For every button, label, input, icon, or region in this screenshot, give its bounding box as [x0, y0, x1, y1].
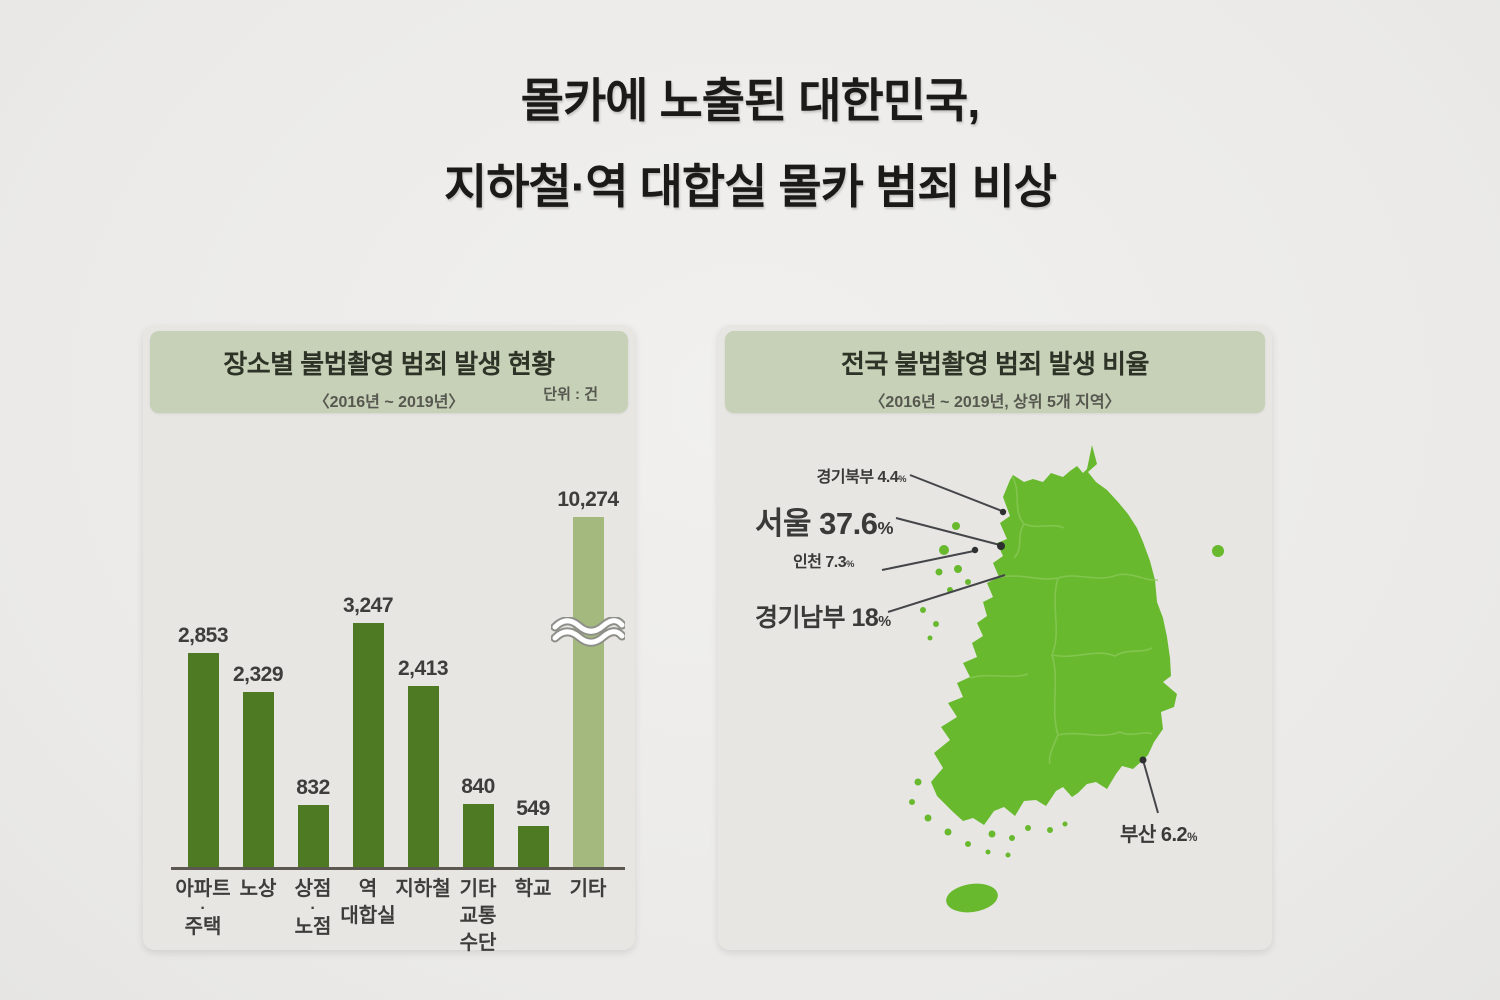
bar-category-label: 지하철 — [395, 878, 451, 900]
leader-gyeonggi-south — [887, 574, 1006, 613]
region-name: 인천 — [793, 554, 826, 571]
percent-sign: % — [1187, 831, 1197, 844]
map-panel: 전국 불법촬영 범죄 발생 비율 〈2016년 ~ 2019년, 상위 5개 지… — [718, 325, 1272, 950]
bar-value-label: 840 — [461, 775, 495, 798]
page-title-line2: 지하철·역 대합실 몰카 범죄 비상 — [443, 159, 1057, 213]
chart-bar-2 — [242, 692, 274, 867]
region-value: 18 — [851, 604, 879, 632]
page-title-line1: 몰카에 노출된 대한민국, — [520, 74, 981, 127]
map-label-gyeonggi-south: 경기남부 18% — [755, 598, 891, 634]
page-title: 몰카에 노출된 대한민국, 지하철·역 대합실 몰카 범죄 비상 — [0, 58, 1500, 229]
region-name: 서울 — [755, 506, 820, 541]
axis-break-icon — [551, 617, 625, 647]
bar-value-label: 832 — [296, 776, 330, 799]
region-value: 4.4 — [877, 469, 899, 486]
bar-category-label: 학교 — [514, 878, 552, 900]
region-name: 경기북부 — [816, 469, 878, 486]
leader-dots — [971, 508, 1147, 764]
region-name: 부산 — [1120, 824, 1161, 846]
chart-bar-7 — [517, 826, 549, 867]
percent-sign: % — [898, 474, 906, 484]
bar-value-label: 2,853 — [177, 624, 229, 647]
bar-value-label: 10,274 — [557, 488, 619, 511]
map-title: 전국 불법촬영 범죄 발생 비율 — [841, 349, 1149, 379]
chart-bar-5 — [407, 686, 439, 867]
leader-seoul — [895, 517, 1001, 546]
bar-chart-unit-label: 단위 : 건 — [543, 386, 598, 403]
bar-chart-header: 장소별 불법촬영 범죄 발생 현황 〈2016년 ~ 2019년〉 단위 : 건 — [150, 331, 628, 413]
bar-chart-subtitle: 〈2016년 ~ 2019년〉 — [313, 394, 465, 411]
map-subtitle: 〈2016년 ~ 2019년, 상위 5개 지역〉 — [869, 394, 1121, 411]
region-value: 6.2 — [1160, 824, 1188, 846]
map-header: 전국 불법촬영 범죄 발생 비율 〈2016년 ~ 2019년, 상위 5개 지… — [725, 331, 1265, 413]
bar-category-label: 기타 — [569, 878, 607, 900]
map-label-incheon: 인천 7.3% — [793, 548, 854, 572]
bar-value-label: 2,413 — [397, 657, 449, 680]
percent-sign: % — [846, 559, 854, 569]
bar-value-label: 549 — [516, 797, 550, 820]
chart-bar-4 — [352, 623, 384, 867]
region-value: 37.6 — [819, 506, 878, 541]
chart-bar-3 — [297, 805, 329, 867]
percent-sign: % — [878, 614, 891, 630]
bar-value-label: 2,329 — [232, 663, 284, 686]
chart-bar-8 — [572, 517, 604, 867]
bar-chart-plot: 2,853 아파트 · 주택 2,329 노상 832 상점 · 노점 3,247 역 대합실 2,413… — [143, 325, 635, 954]
region-value: 7.3 — [825, 554, 847, 571]
leader-busan — [1142, 759, 1159, 814]
leader-incheon — [881, 550, 975, 571]
korea-map — [881, 445, 1224, 913]
bar-chart-title: 장소별 불법촬영 범죄 발생 현황 — [223, 349, 555, 379]
map-label-gyeonggi-north: 경기북부 4.4% — [816, 463, 907, 487]
korea-map-shape — [909, 445, 1224, 913]
islands — [909, 522, 1224, 913]
percent-sign: % — [877, 518, 894, 538]
bar-category-label: 아파트 · 주택 — [175, 878, 231, 938]
map-label-busan: 부산 6.2% — [1120, 818, 1197, 847]
leader-gyeonggi-north — [909, 474, 1003, 512]
bar-category-label: 상점 · 노점 — [294, 878, 332, 938]
chart-bar-6 — [462, 804, 494, 867]
bar-category-label: 노상 — [239, 878, 277, 900]
bar-chart-panel: 장소별 불법촬영 범죄 발생 현황 〈2016년 ~ 2019년〉 단위 : 건… — [143, 325, 635, 954]
x-axis-line — [171, 867, 625, 870]
province-borders — [969, 475, 1159, 765]
region-name: 경기남부 — [755, 604, 852, 632]
jeju-island — [946, 883, 998, 913]
bar-category-label: 기타 교통 수단 — [459, 878, 497, 954]
chart-bar-1 — [187, 653, 219, 867]
leader-lines — [881, 474, 1159, 814]
map-label-seoul: 서울 37.6% — [755, 498, 894, 543]
korea-mainland — [931, 445, 1177, 825]
bar-category-label: 역 대합실 — [340, 878, 396, 927]
bar-value-label: 3,247 — [342, 594, 394, 617]
ulleungdo-island — [1212, 545, 1224, 557]
